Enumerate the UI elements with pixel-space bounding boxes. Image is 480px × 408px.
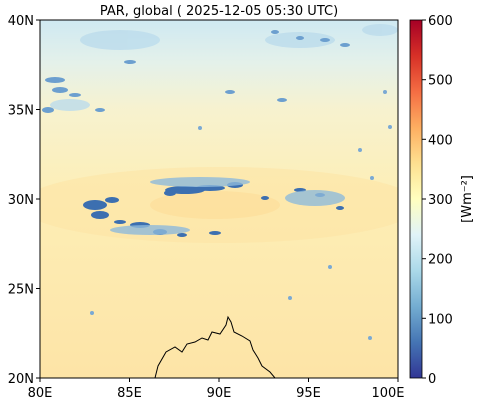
lat-tick-label: 30N	[8, 193, 34, 208]
colorbar-label: [Wm⁻²]	[460, 175, 475, 223]
colorbar-ticks	[422, 19, 426, 379]
lat-tick-label: 35N	[8, 104, 34, 119]
cloud-north	[50, 24, 398, 111]
colorbar-tick-label: 200	[428, 253, 453, 268]
lon-tick-label: 90E	[207, 386, 232, 401]
lon-axis: 80E 85E 90E 95E 100E	[28, 378, 405, 401]
lon-tick-label: 80E	[28, 386, 53, 401]
map-title: PAR, global ( 2025-12-05 05:30 UTC)	[100, 4, 338, 19]
colorbar-tick-label: 0	[428, 372, 436, 387]
colorbar-tick-label: 400	[428, 133, 453, 148]
warm-core	[150, 191, 280, 219]
colorbar-tick-label: 100	[428, 312, 453, 327]
colorbar: 0 100 200 300 400 500 600 [Wm⁻²]	[409, 14, 475, 387]
coastline	[154, 315, 276, 378]
cloud-band-fringe	[110, 177, 345, 235]
colorbar-tick-label: 300	[428, 193, 453, 208]
colorbar-scale	[409, 19, 423, 379]
lon-tick-label: 85E	[117, 386, 142, 401]
lat-tick-label: 25N	[8, 283, 34, 298]
colorbar-tick-label: 600	[428, 14, 453, 29]
cloud-scatter	[90, 90, 392, 340]
lat-axis: 20N 25N 30N 35N 40N	[8, 14, 40, 387]
lat-tick-label: 20N	[8, 372, 34, 387]
lat-tick-label: 40N	[8, 14, 34, 29]
lon-tick-label: 100E	[371, 386, 404, 401]
colorbar-tick-label: 500	[428, 74, 453, 89]
map-area	[40, 20, 398, 378]
lon-tick-label: 95E	[296, 386, 321, 401]
cloud-northwest	[42, 30, 350, 113]
